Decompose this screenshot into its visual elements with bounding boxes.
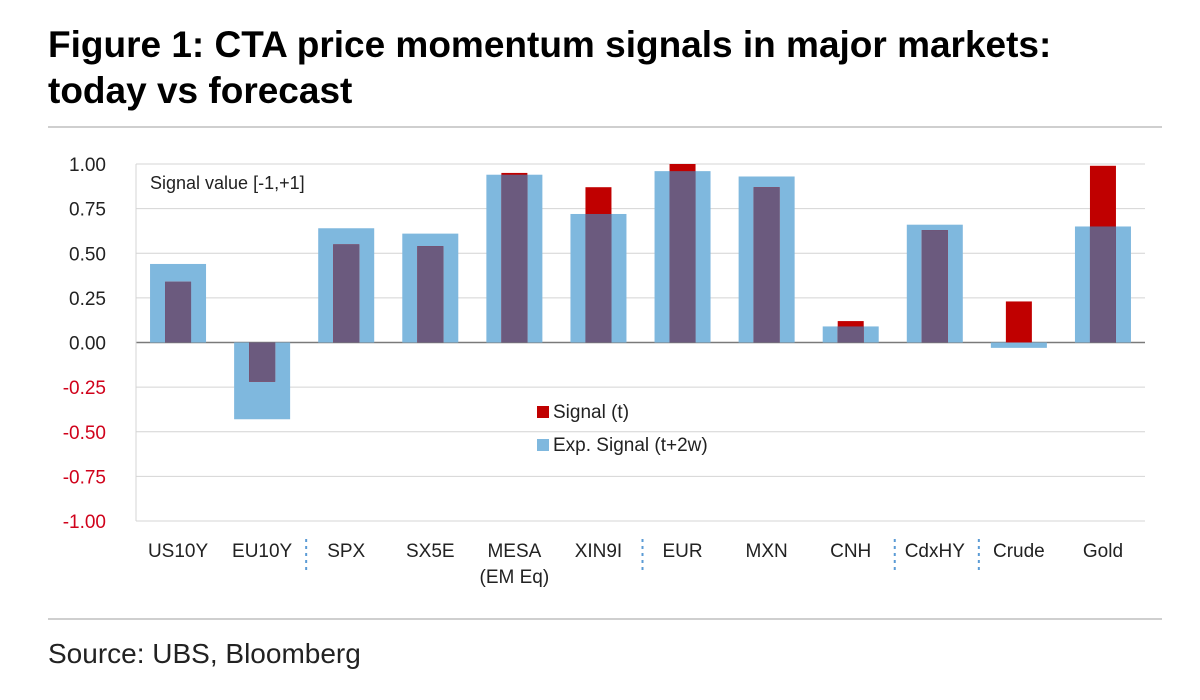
- x-category-label: CdxHY: [905, 541, 966, 562]
- y-tick-label: 0.00: [69, 334, 106, 355]
- x-category-label: CNH: [830, 541, 871, 562]
- bar-overlap: [165, 281, 192, 343]
- y-tick-label: 0.25: [69, 289, 106, 310]
- x-category-label: US10Y: [148, 541, 209, 562]
- bar-overlap: [417, 246, 444, 343]
- bar-overlap: [249, 342, 276, 382]
- x-category-label: Gold: [1083, 541, 1123, 562]
- bottom-divider: [48, 618, 1162, 620]
- bar-overlap: [1089, 226, 1116, 343]
- bar-signal-t: [1005, 301, 1032, 343]
- y-tick-label: -0.75: [63, 467, 106, 488]
- bar-overlap: [669, 171, 696, 343]
- group-separators: [305, 539, 980, 573]
- legend-swatch-signal-t: [537, 406, 549, 418]
- y-tick-label: 0.75: [69, 200, 106, 221]
- x-category-label: (EM Eq): [480, 567, 550, 588]
- legend-swatch-exp-signal: [537, 439, 549, 451]
- x-category-label: EU10Y: [232, 541, 293, 562]
- gridlines: [135, 163, 1145, 522]
- x-category-label: SPX: [327, 541, 365, 562]
- legend: Signal (t) Exp. Signal (t+2w): [537, 402, 708, 456]
- source-note: Source: UBS, Bloomberg: [48, 638, 361, 669]
- x-category-label: XIN9I: [575, 541, 623, 562]
- y-tick-label: -0.25: [63, 378, 106, 399]
- x-category-label: EUR: [662, 541, 702, 562]
- y-axis-ticks: 1.00 0.75 0.50 0.25 0.00 -0.25 -0.50 -0.75 -1.00: [63, 155, 106, 533]
- y-tick-label: 1.00: [69, 155, 106, 176]
- bar-overlap: [501, 174, 528, 343]
- bar-overlap: [753, 187, 780, 343]
- x-category-label: Crude: [993, 541, 1045, 562]
- chart-title: Figure 1: CTA price momentum signals in …: [48, 24, 1052, 111]
- bar-overlap: [333, 244, 360, 343]
- bar-overlap: [921, 230, 948, 343]
- y-tick-label: -0.50: [63, 423, 106, 444]
- bar-exp-signal: [990, 342, 1047, 348]
- bars: [150, 164, 1131, 420]
- x-category-label: MESA: [487, 541, 541, 562]
- x-category-label: MXN: [746, 541, 788, 562]
- bar-overlap: [837, 326, 864, 343]
- bar-overlap: [585, 213, 612, 343]
- x-axis-categories: US10Y EU10Y SPX SX5E MESA (EM Eq) XIN9I EUR MXN C…: [148, 541, 1123, 588]
- x-category-label: SX5E: [406, 541, 455, 562]
- top-divider: [48, 126, 1162, 128]
- signal-value-annotation: Signal value [-1,+1]: [150, 173, 305, 193]
- legend-label-signal-t: Signal (t): [553, 402, 629, 423]
- y-tick-label: 0.50: [69, 244, 106, 265]
- legend-label-exp-signal: Exp. Signal (t+2w): [553, 435, 708, 456]
- y-tick-label: -1.00: [63, 512, 106, 533]
